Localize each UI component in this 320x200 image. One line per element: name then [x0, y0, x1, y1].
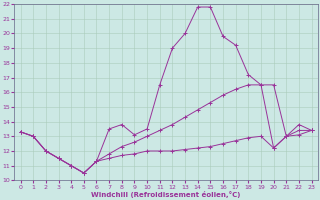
X-axis label: Windchill (Refroidissement éolien,°C): Windchill (Refroidissement éolien,°C) — [92, 191, 241, 198]
